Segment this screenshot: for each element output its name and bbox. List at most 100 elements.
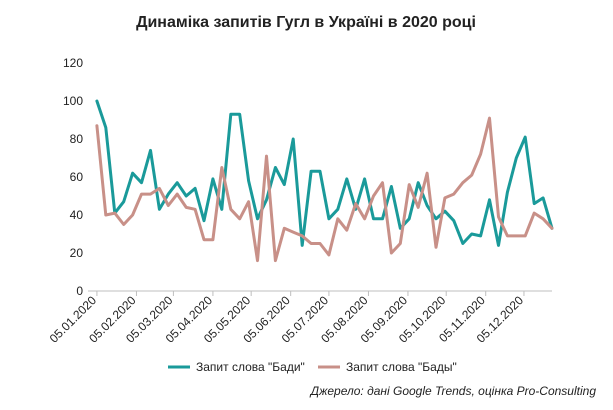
data-point [462, 242, 464, 244]
data-point [337, 218, 339, 220]
data-point [158, 208, 160, 210]
data-point [488, 117, 490, 119]
data-point [346, 178, 348, 180]
data-point [354, 202, 356, 204]
data-point [96, 125, 98, 127]
data-point [230, 113, 232, 115]
y-tick-label: 80 [70, 132, 84, 146]
data-point [328, 254, 330, 256]
data-point [185, 206, 187, 208]
data-point [426, 204, 428, 206]
data-point [194, 187, 196, 189]
data-point [238, 113, 240, 115]
data-point [417, 182, 419, 184]
data-point [122, 201, 124, 203]
data-point [283, 183, 285, 185]
data-point [462, 182, 464, 184]
data-point [533, 202, 535, 204]
data-point [453, 193, 455, 195]
data-point [105, 214, 107, 216]
data-point [346, 229, 348, 231]
data-point [497, 216, 499, 218]
data-point [105, 126, 107, 128]
data-point [310, 170, 312, 172]
legend: Запит слова "Бади" Запит слова "Бады" [168, 360, 457, 374]
data-point [140, 182, 142, 184]
data-point [363, 218, 365, 220]
data-point [408, 218, 410, 220]
y-tick-label: 100 [63, 94, 83, 108]
data-point [256, 259, 258, 261]
data-point [265, 155, 267, 157]
data-point [444, 197, 446, 199]
data-point [167, 204, 169, 206]
data-point [515, 235, 517, 237]
y-tick-label: 0 [76, 284, 83, 298]
data-point [221, 208, 223, 210]
y-tick-label: 20 [70, 246, 84, 260]
data-point [301, 235, 303, 237]
data-point [247, 180, 249, 182]
data-point [381, 218, 383, 220]
source-note: Джерело: дані Google Trends, оцінка Pro-… [309, 384, 597, 398]
data-point [310, 242, 312, 244]
data-point [96, 100, 98, 102]
data-point [319, 242, 321, 244]
data-point [203, 220, 205, 222]
series-line-2 [95, 116, 554, 263]
data-point [372, 195, 374, 197]
data-point [319, 170, 321, 172]
data-point [506, 235, 508, 237]
data-point [256, 218, 258, 220]
data-point [185, 195, 187, 197]
data-point [149, 149, 151, 151]
data-point [479, 235, 481, 237]
data-point [140, 193, 142, 195]
data-point [453, 220, 455, 222]
series-line-1 [95, 99, 554, 247]
y-tick-label: 120 [63, 56, 83, 70]
data-point [247, 201, 249, 203]
data-point [238, 218, 240, 220]
data-point [435, 218, 437, 220]
data-point [131, 214, 133, 216]
legend-label: Запит слова "Бады" [346, 360, 457, 374]
data-point [158, 187, 160, 189]
data-point [551, 227, 553, 229]
data-point [417, 206, 419, 208]
data-point [497, 244, 499, 246]
y-axis: 0 20 40 60 80 100 120 [63, 56, 83, 298]
data-point [283, 227, 285, 229]
data-point [114, 212, 116, 214]
data-point [149, 193, 151, 195]
data-point [399, 242, 401, 244]
y-tick-label: 40 [70, 208, 84, 222]
data-point [301, 244, 303, 246]
x-axis: 05.01.202005.02.202005.03.202005.04.2020… [47, 290, 552, 346]
data-point [292, 138, 294, 140]
data-point [265, 199, 267, 201]
data-point [390, 252, 392, 254]
data-point [274, 166, 276, 168]
data-point [506, 191, 508, 193]
data-point [274, 259, 276, 261]
data-point [194, 208, 196, 210]
data-point [131, 172, 133, 174]
data-point [435, 246, 437, 248]
data-point [372, 218, 374, 220]
data-point [122, 223, 124, 225]
data-point [426, 172, 428, 174]
data-point [176, 193, 178, 195]
data-point [515, 157, 517, 159]
data-point [328, 218, 330, 220]
data-point [479, 153, 481, 155]
data-point [212, 239, 214, 241]
data-point [230, 208, 232, 210]
data-point [176, 182, 178, 184]
data-point [381, 182, 383, 184]
data-point [167, 193, 169, 195]
data-point [390, 185, 392, 187]
data-point [203, 239, 205, 241]
data-point [533, 212, 535, 214]
